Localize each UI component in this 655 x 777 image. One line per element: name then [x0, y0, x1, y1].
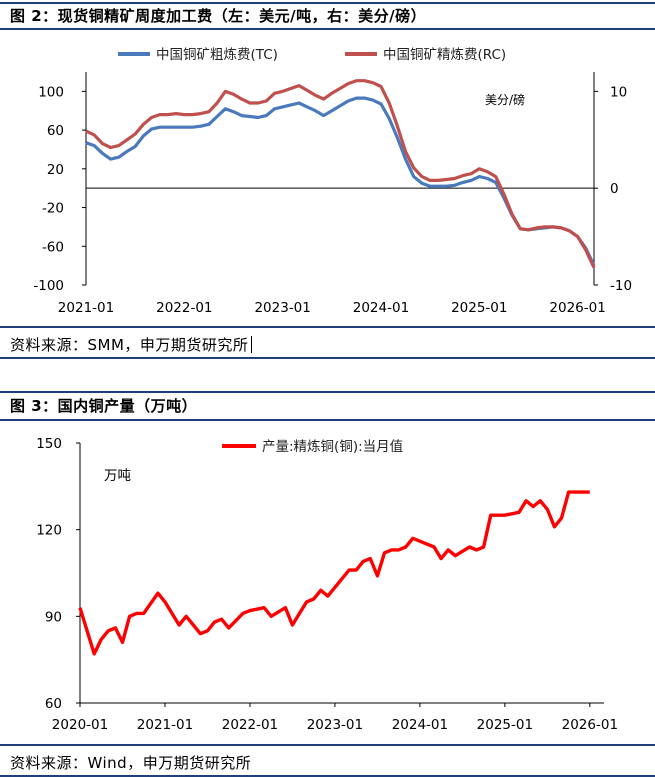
figure3-title: 图 3：国内铜产量（万吨）: [10, 397, 198, 415]
left-tick-label: 20: [47, 162, 64, 178]
figure2-top-rule: [0, 2, 655, 4]
y-tick-label: 120: [36, 523, 62, 539]
legend-rc-label: 中国铜矿精炼费(RC): [383, 47, 506, 63]
x-tick-label: 2021-01: [58, 300, 114, 316]
x-tick-label: 2025-01: [477, 717, 533, 733]
x-tick-label: 2024-01: [392, 717, 448, 733]
x-tick-label: 2022-01: [222, 717, 278, 733]
y-tick-label: 150: [36, 436, 62, 452]
left-tick-label: 100: [38, 84, 64, 100]
right-tick-label: 0: [610, 181, 619, 197]
rc-series-line: [85, 79, 596, 269]
left-tick-label: -20: [42, 201, 64, 217]
left-tick-label: 60: [47, 123, 64, 139]
legend-tc-label: 中国铜矿粗炼费(TC): [156, 47, 278, 63]
x-tick-label: 2026-01: [549, 300, 605, 316]
figure2-bottom-rule: [0, 357, 655, 359]
x-tick-label: 2023-01: [254, 300, 310, 316]
y-tick-label: 90: [45, 609, 62, 625]
right-tick-label: -10: [610, 278, 632, 294]
figure2-title-rule: [0, 28, 655, 30]
text-cursor: [251, 336, 253, 353]
figure3-bottom-rule: [0, 775, 655, 777]
x-tick-label: 2023-01: [307, 717, 363, 733]
figure3-title-rule: [0, 419, 655, 421]
output-series-line: [78, 490, 590, 656]
figure3-chart: 150 120 90 60 2020-01 2021-01 2022-01 2023-01 20…: [36, 436, 618, 733]
x-tick-label: 2021-01: [137, 717, 193, 733]
y-tick-label: 60: [45, 696, 62, 712]
figure2-title: 图 2：现货铜精矿周度加工费（左：美元/吨，右：美分/磅）: [10, 7, 427, 25]
figure2-source-rule: [0, 326, 655, 328]
right-tick-label: 10: [610, 84, 627, 100]
x-tick-label: 2025-01: [451, 300, 507, 316]
legend-output-label: 产量:精炼铜(铜):当月值: [262, 439, 403, 455]
left-tick-label: -60: [42, 239, 64, 255]
figure2-right-unit: 美分/磅: [485, 92, 525, 107]
x-tick-label: 2026-01: [562, 717, 618, 733]
figure3-source: 资料来源：Wind，申万期货研究所: [10, 754, 252, 772]
x-tick-label: 2024-01: [353, 300, 409, 316]
x-tick-label: 2020-01: [52, 717, 108, 733]
figure2-source: 资料来源：SMM，申万期货研究所: [10, 334, 253, 355]
figure3-source-rule: [0, 744, 655, 746]
figure3-top-rule: [0, 391, 655, 393]
tc-series-line: [85, 96, 596, 267]
x-tick-label: 2022-01: [156, 300, 212, 316]
left-tick-label: -100: [33, 278, 64, 294]
figure3-unit: 万吨: [104, 468, 131, 484]
